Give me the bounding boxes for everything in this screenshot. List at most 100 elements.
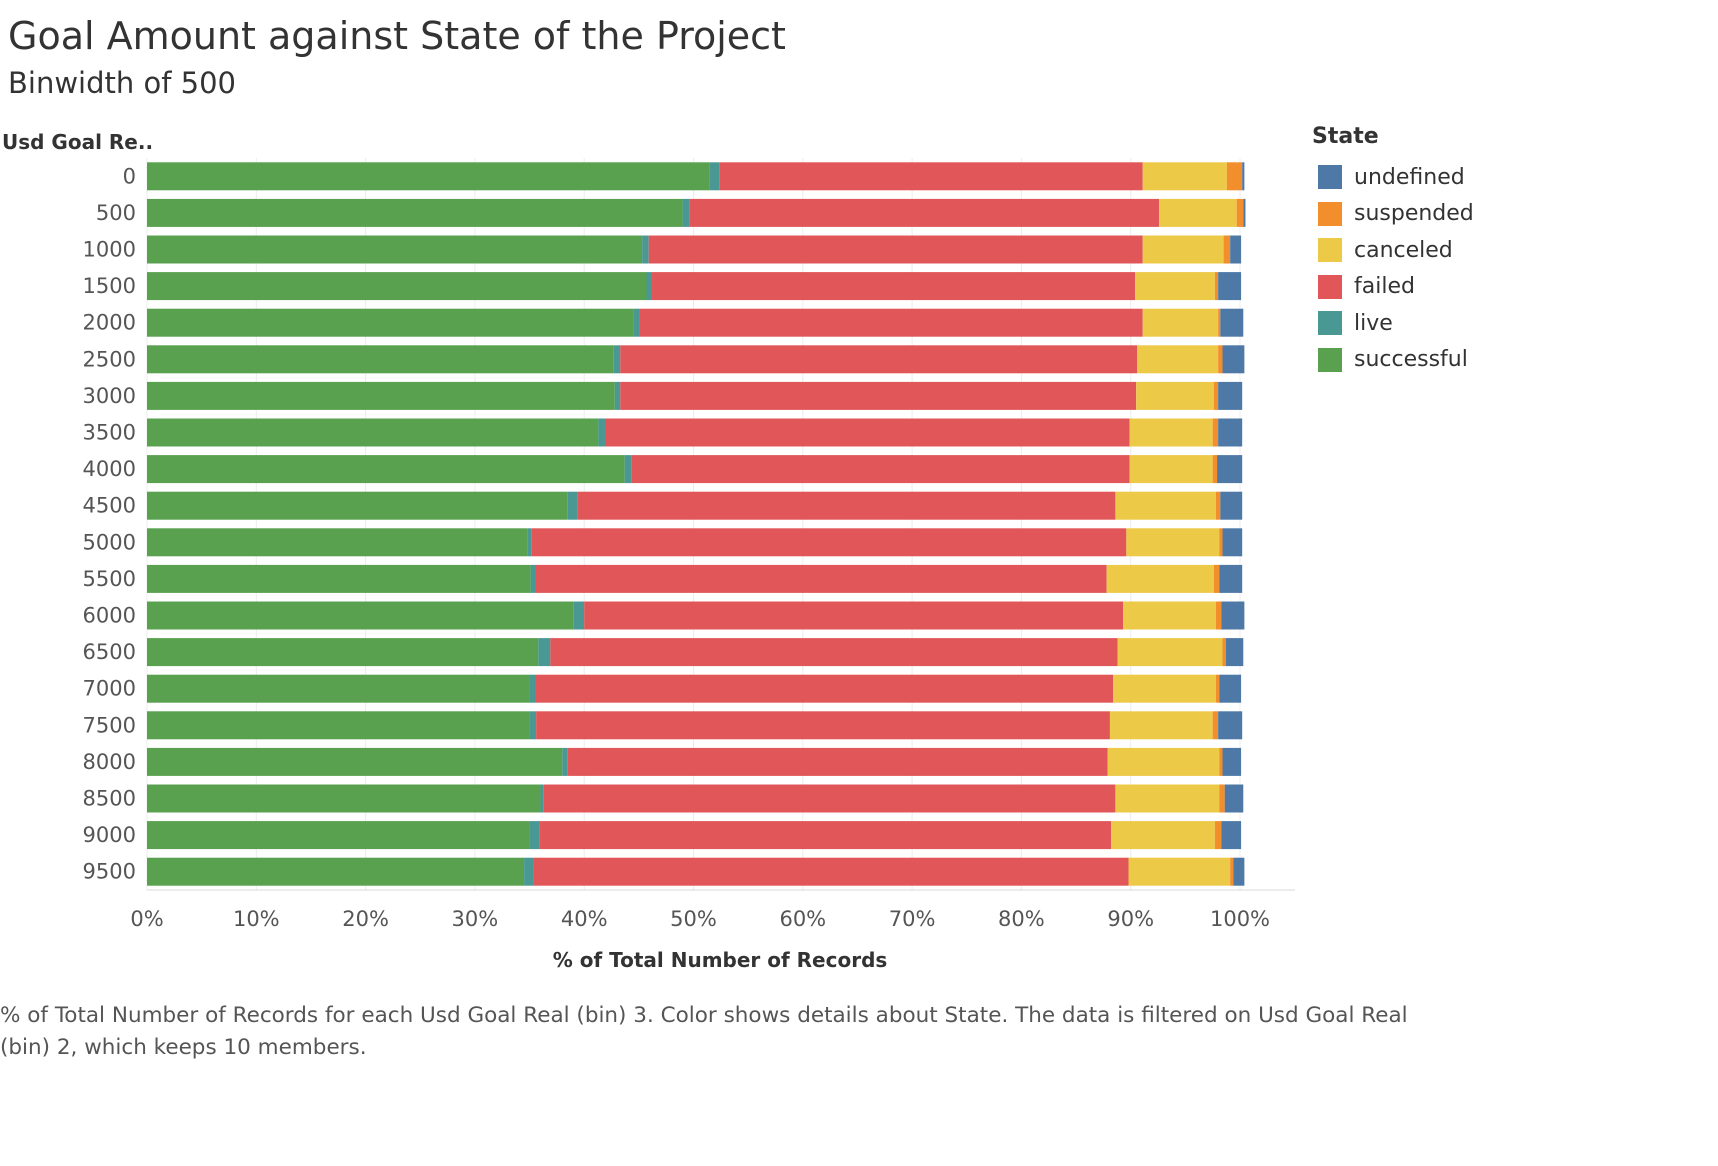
bar-segment-suspended[interactable] [1213,564,1220,593]
bar-segment-undefined[interactable] [1233,857,1245,886]
bar-segment-canceled[interactable] [1142,162,1227,191]
bar-segment-live[interactable] [538,638,551,667]
bar-segment-successful[interactable] [147,564,531,593]
bar-segment-failed[interactable] [543,784,1116,813]
bar-segment-successful[interactable] [147,162,710,191]
bar-segment-undefined[interactable] [1222,747,1242,776]
bar-segment-failed[interactable] [639,308,1143,337]
bar-segment-suspended[interactable] [1218,345,1223,374]
bar-segment-successful[interactable] [147,455,625,484]
bar-segment-failed[interactable] [584,601,1124,630]
legend-item-undefined[interactable]: undefined [1312,159,1474,196]
bar-segment-undefined[interactable] [1218,272,1242,301]
bar-segment-failed[interactable] [577,491,1116,520]
bar-segment-undefined[interactable] [1242,162,1245,191]
bar-segment-suspended[interactable] [1223,235,1231,264]
bar-segment-failed[interactable] [648,235,1143,264]
bar-segment-suspended[interactable] [1215,674,1220,703]
bar-segment-undefined[interactable] [1224,784,1244,813]
bar-segment-undefined[interactable] [1220,308,1244,337]
bar-segment-suspended[interactable] [1226,162,1243,191]
bar-segment-live[interactable] [524,857,534,886]
bar-segment-undefined[interactable] [1221,601,1245,630]
bar-segment-undefined[interactable] [1218,381,1243,410]
bar-segment-suspended[interactable] [1212,418,1219,447]
bar-segment-failed[interactable] [719,162,1143,191]
bar-segment-undefined[interactable] [1217,455,1243,484]
bar-segment-failed[interactable] [533,857,1129,886]
bar-segment-undefined[interactable] [1243,198,1246,227]
bar-segment-canceled[interactable] [1113,674,1216,703]
bar-segment-successful[interactable] [147,638,539,667]
bar-segment-canceled[interactable] [1129,418,1213,447]
bar-segment-successful[interactable] [147,381,615,410]
bar-segment-live[interactable] [598,418,605,447]
bar-segment-successful[interactable] [147,235,643,264]
bar-segment-live[interactable] [573,601,585,630]
bar-segment-live[interactable] [646,272,652,301]
bar-segment-failed[interactable] [536,711,1110,740]
bar-segment-undefined[interactable] [1219,564,1243,593]
legend-item-suspended[interactable]: suspended [1312,196,1474,233]
legend-item-successful[interactable]: successful [1312,342,1474,379]
bar-segment-undefined[interactable] [1225,638,1244,667]
bar-segment-failed[interactable] [531,528,1127,557]
bar-segment-failed[interactable] [550,638,1118,667]
bar-segment-successful[interactable] [147,308,634,337]
bar-segment-undefined[interactable] [1230,235,1242,264]
bar-segment-successful[interactable] [147,601,574,630]
bar-segment-canceled[interactable] [1115,491,1216,520]
bar-segment-canceled[interactable] [1142,235,1224,264]
bar-segment-failed[interactable] [651,272,1136,301]
bar-segment-suspended[interactable] [1214,272,1219,301]
bar-segment-undefined[interactable] [1218,418,1243,447]
bar-segment-successful[interactable] [147,857,525,886]
bar-segment-successful[interactable] [147,747,563,776]
bar-segment-suspended[interactable] [1218,308,1221,337]
bar-segment-failed[interactable] [604,418,1130,447]
bar-segment-live[interactable] [709,162,720,191]
bar-segment-canceled[interactable] [1129,455,1213,484]
bar-segment-suspended[interactable] [1212,455,1218,484]
bar-segment-suspended[interactable] [1219,784,1225,813]
bar-segment-failed[interactable] [539,821,1112,850]
bar-segment-canceled[interactable] [1137,345,1219,374]
bar-segment-canceled[interactable] [1128,857,1231,886]
bar-segment-undefined[interactable] [1221,821,1242,850]
bar-segment-canceled[interactable] [1117,638,1223,667]
bar-segment-successful[interactable] [147,711,530,740]
bar-segment-failed[interactable] [620,345,1138,374]
bar-segment-suspended[interactable] [1214,821,1222,850]
bar-segment-successful[interactable] [147,418,599,447]
bar-segment-live[interactable] [682,198,690,227]
bar-segment-suspended[interactable] [1215,601,1222,630]
bar-segment-undefined[interactable] [1222,345,1245,374]
bar-segment-failed[interactable] [631,455,1130,484]
bar-segment-canceled[interactable] [1142,308,1219,337]
bar-segment-live[interactable] [540,784,544,813]
bar-segment-suspended[interactable] [1230,857,1234,886]
bar-segment-suspended[interactable] [1212,711,1219,740]
bar-segment-suspended[interactable] [1219,528,1223,557]
bar-segment-successful[interactable] [147,198,683,227]
bar-segment-canceled[interactable] [1107,747,1220,776]
bar-segment-canceled[interactable] [1135,272,1215,301]
bar-segment-canceled[interactable] [1159,198,1237,227]
bar-segment-failed[interactable] [567,747,1108,776]
bar-segment-canceled[interactable] [1115,784,1220,813]
bar-segment-live[interactable] [529,711,537,740]
bar-segment-suspended[interactable] [1213,381,1219,410]
bar-segment-live[interactable] [529,821,540,850]
bar-segment-canceled[interactable] [1123,601,1216,630]
bar-segment-successful[interactable] [147,491,568,520]
bar-segment-undefined[interactable] [1220,491,1243,520]
bar-segment-failed[interactable] [689,198,1160,227]
bar-segment-live[interactable] [624,455,632,484]
bar-segment-undefined[interactable] [1219,674,1242,703]
bar-segment-canceled[interactable] [1109,711,1213,740]
bar-segment-successful[interactable] [147,674,530,703]
bar-segment-canceled[interactable] [1136,381,1214,410]
bar-segment-live[interactable] [567,491,578,520]
bar-segment-canceled[interactable] [1126,528,1220,557]
legend-item-live[interactable]: live [1312,305,1474,342]
